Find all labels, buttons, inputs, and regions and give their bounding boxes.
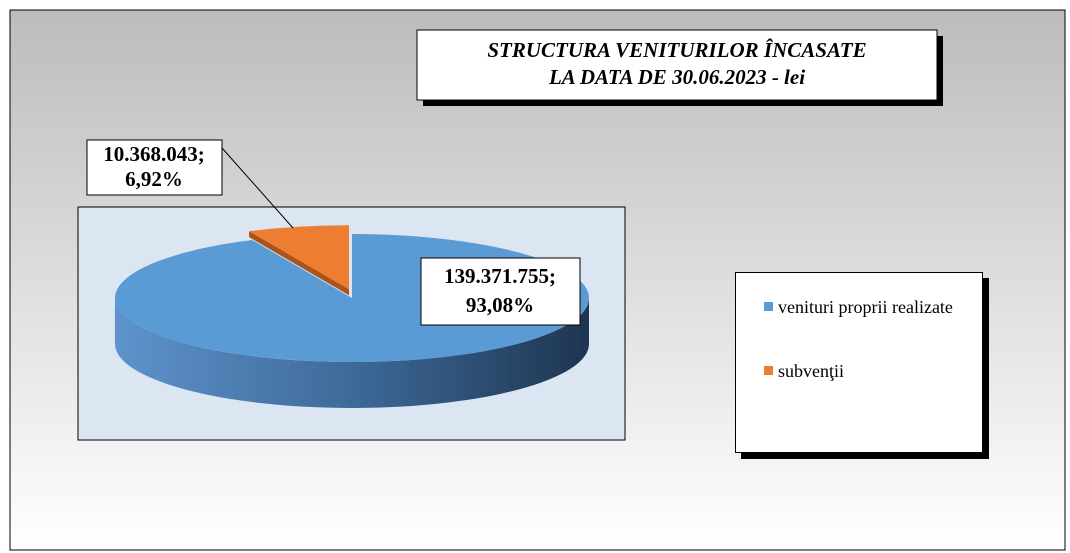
legend: venituri proprii realizate subvenţii [735,272,983,453]
data-label-box [86,139,223,196]
data-label-box [420,257,581,326]
legend-swatch [764,302,773,311]
title-box [416,29,938,101]
chart-title: LA DATA DE 30.06.2023 - lei [548,65,805,89]
data-label: 6,92% [125,167,183,191]
pie-side [115,298,589,408]
leader-line [221,147,294,229]
legend-item: subvenţii [764,359,972,383]
legend-label: subvenţii [778,361,844,381]
legend-swatch [764,366,773,375]
chart-title: STRUCTURA VENITURILOR ÎNCASATE [487,38,866,62]
pie-side [249,231,349,296]
data-label: 93,08% [466,293,534,317]
data-label: 139.371.755; [444,264,556,288]
legend-label: venituri proprii realizate [778,297,953,317]
pie-slice [249,225,349,290]
legend-item: venituri proprii realizate [764,295,972,319]
data-label: 10.368.043; [103,142,205,166]
